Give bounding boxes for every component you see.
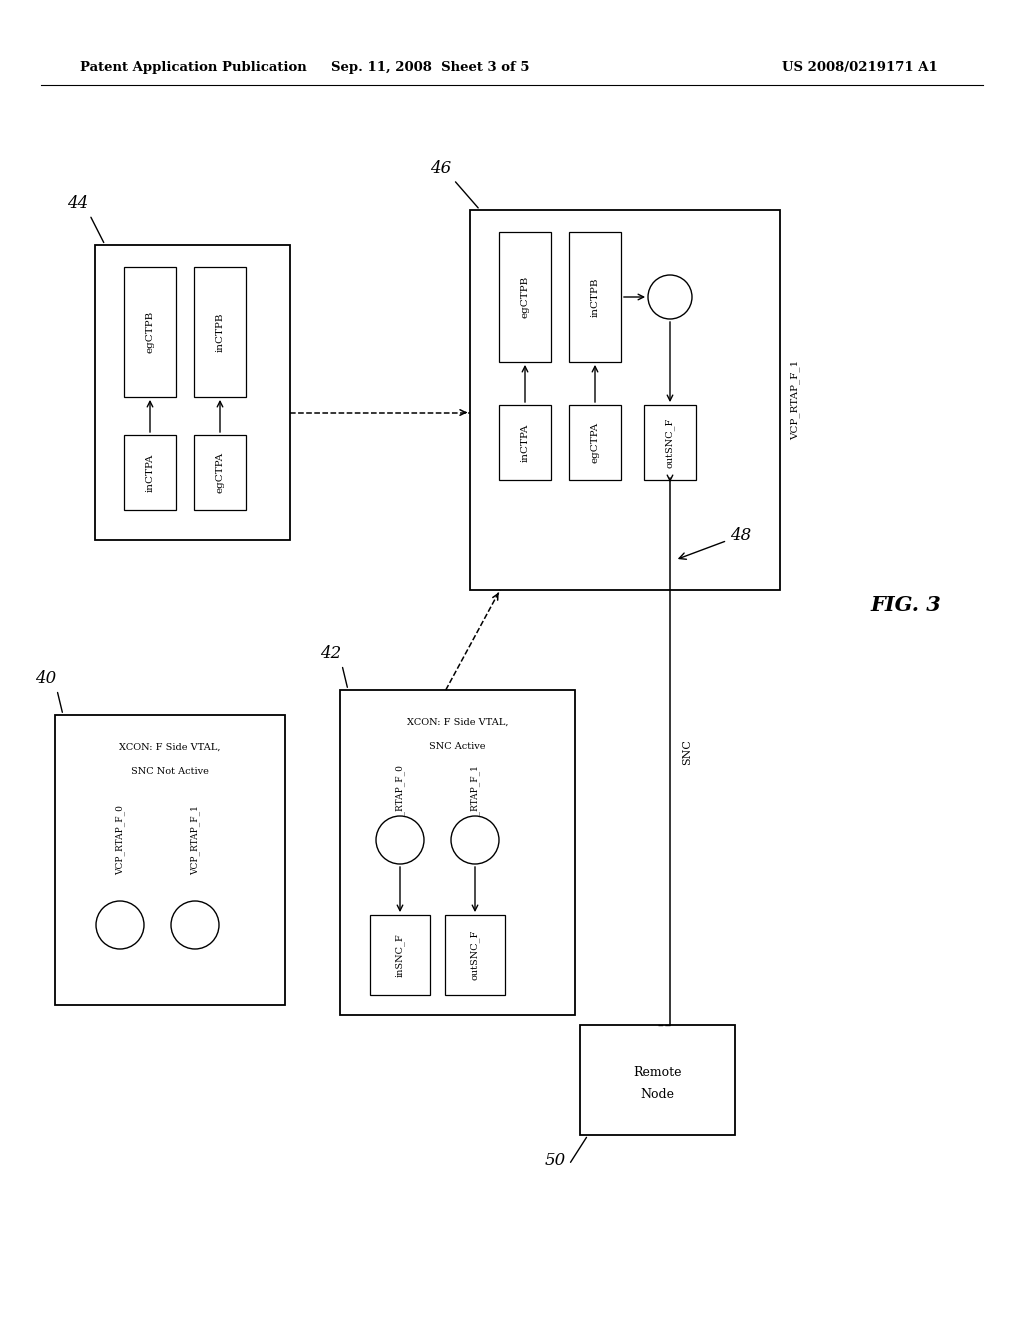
Circle shape xyxy=(451,816,499,865)
Bar xyxy=(499,405,551,480)
Text: VCP_RTAP_F_1: VCP_RTAP_F_1 xyxy=(190,805,200,875)
Text: VCP_RTAP_F_0: VCP_RTAP_F_0 xyxy=(395,766,404,834)
Bar xyxy=(499,232,551,362)
Bar xyxy=(569,405,621,480)
Bar xyxy=(580,1026,735,1135)
Text: outSNC_F: outSNC_F xyxy=(666,417,675,467)
Bar xyxy=(55,715,285,1005)
Text: 40: 40 xyxy=(35,671,62,713)
Text: FIG. 3: FIG. 3 xyxy=(870,595,941,615)
Circle shape xyxy=(376,816,424,865)
Text: 44: 44 xyxy=(67,195,103,243)
Bar xyxy=(644,405,696,480)
Bar xyxy=(194,267,246,397)
Text: VCP_RTAP_F_1: VCP_RTAP_F_1 xyxy=(790,360,800,440)
Bar xyxy=(569,232,621,362)
Bar xyxy=(370,915,430,995)
Text: XCON: F Side VTAL,: XCON: F Side VTAL, xyxy=(407,718,508,727)
Text: US 2008/0219171 A1: US 2008/0219171 A1 xyxy=(782,62,938,74)
Text: inCTPB: inCTPB xyxy=(215,313,224,351)
Bar xyxy=(470,210,780,590)
Text: outSNC_F: outSNC_F xyxy=(470,929,480,981)
Text: 42: 42 xyxy=(319,645,347,688)
Bar xyxy=(95,246,290,540)
Text: VCP_RTAP_F_1: VCP_RTAP_F_1 xyxy=(470,766,480,834)
Text: SNC Not Active: SNC Not Active xyxy=(131,767,209,776)
Text: egCTPB: egCTPB xyxy=(145,312,155,354)
Text: inCTPA: inCTPA xyxy=(520,424,529,462)
Bar xyxy=(445,915,505,995)
Text: 48: 48 xyxy=(679,527,752,560)
Text: egCTPB: egCTPB xyxy=(520,276,529,318)
Text: inCTPA: inCTPA xyxy=(145,453,155,491)
Text: Remote: Remote xyxy=(633,1065,682,1078)
Text: 46: 46 xyxy=(430,160,478,209)
Bar xyxy=(340,690,575,1015)
Text: Sep. 11, 2008  Sheet 3 of 5: Sep. 11, 2008 Sheet 3 of 5 xyxy=(331,62,529,74)
Text: Node: Node xyxy=(640,1088,675,1101)
Bar xyxy=(124,436,176,510)
Text: inSNC_F: inSNC_F xyxy=(395,933,404,977)
Circle shape xyxy=(96,902,144,949)
Text: XCON: F Side VTAL,: XCON: F Side VTAL, xyxy=(119,743,221,752)
Circle shape xyxy=(171,902,219,949)
Text: VCP_RTAP_F_0: VCP_RTAP_F_0 xyxy=(115,805,125,875)
Text: Patent Application Publication: Patent Application Publication xyxy=(80,62,307,74)
Bar xyxy=(124,267,176,397)
Text: inCTPB: inCTPB xyxy=(591,277,599,317)
Bar xyxy=(194,436,246,510)
Text: SNC: SNC xyxy=(682,739,692,766)
Text: SNC Active: SNC Active xyxy=(429,742,485,751)
Text: egCTPA: egCTPA xyxy=(591,422,599,463)
Circle shape xyxy=(648,275,692,319)
Text: egCTPA: egCTPA xyxy=(215,451,224,494)
Text: 50: 50 xyxy=(545,1138,587,1170)
